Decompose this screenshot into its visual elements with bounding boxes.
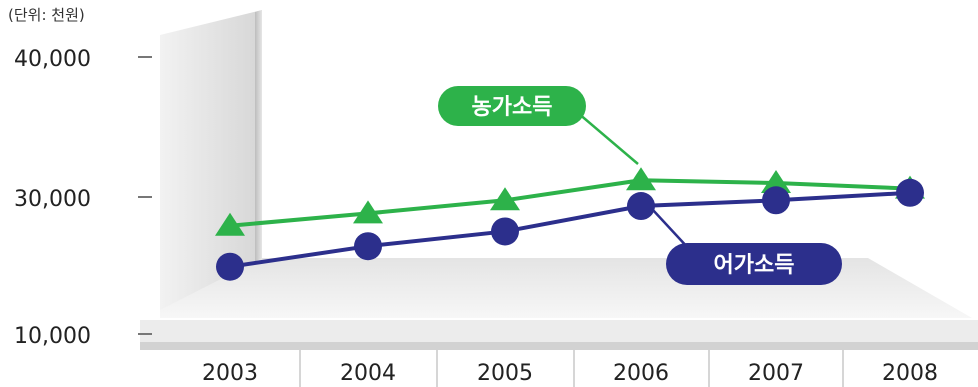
x-tick-label: 2005 [477, 361, 533, 386]
x-tick-label: 2004 [340, 361, 396, 386]
x-axis-band [140, 342, 978, 350]
triangle-marker [490, 187, 520, 211]
series-label-fishery-income: 어가소득 [714, 253, 795, 278]
x-tick-label: 2008 [882, 361, 938, 386]
legend-callout-fishery-income: 어가소득 [639, 195, 842, 285]
circle-marker [627, 192, 655, 221]
chart-back-wall-edge [255, 10, 262, 277]
legend-callout-farm-income: 농가소득 [438, 86, 639, 165]
callout-leader-line [639, 195, 691, 251]
series-label-farm-income: 농가소득 [472, 95, 553, 120]
y-tick-label: 30,000 [14, 187, 91, 212]
callout-badge [438, 86, 586, 126]
x-tick-label: 2007 [748, 361, 804, 386]
circle-marker [762, 186, 790, 215]
series-line [229, 178, 911, 228]
series-line [229, 190, 911, 269]
y-tick-label: 40,000 [14, 47, 91, 72]
y-tick-label: 10,000 [14, 324, 91, 349]
circle-marker [354, 232, 382, 261]
callout-badge [666, 243, 842, 285]
series-farm-income [215, 167, 925, 236]
triangle-marker [626, 167, 656, 191]
circle-marker [896, 178, 924, 207]
circle-marker [491, 217, 519, 246]
series-fishery-income [216, 178, 924, 281]
chart-floor [160, 258, 972, 318]
callout-leader-line [577, 112, 639, 165]
chart-floor-front [140, 320, 978, 342]
triangle-marker [215, 212, 245, 236]
unit-label: (단위: 천원) [8, 6, 85, 24]
triangle-marker [353, 200, 383, 224]
x-tick-label: 2006 [613, 361, 669, 386]
x-tick-label: 2003 [202, 361, 258, 386]
circle-marker [216, 252, 244, 281]
triangle-marker [761, 170, 791, 193]
